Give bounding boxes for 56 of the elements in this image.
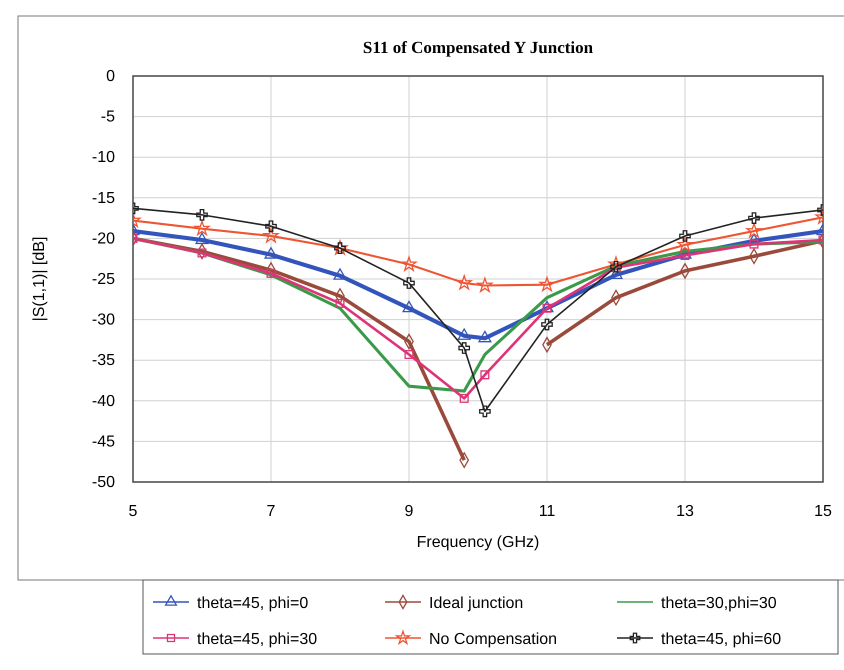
point [458, 342, 470, 354]
x-axis-title: Frequency (GHz) [416, 534, 540, 551]
chart-title: S11 of Compensated Y Junction [362, 38, 594, 57]
point [677, 236, 693, 252]
point [480, 370, 490, 380]
point [402, 300, 416, 312]
y-tick-label: -20 [92, 230, 116, 248]
point [266, 268, 276, 278]
point [748, 212, 760, 224]
x-tick-label: 9 [404, 503, 414, 520]
point [403, 277, 415, 289]
point [541, 318, 553, 330]
legend-label: theta=45, phi=30 [197, 631, 318, 648]
point [479, 406, 491, 418]
point [477, 278, 493, 292]
point [678, 247, 692, 259]
point [263, 228, 279, 243]
y-tick-label: -10 [92, 149, 116, 166]
x-tick-label: 7 [266, 503, 276, 520]
point [196, 209, 208, 221]
legend-label: theta=30,phi=30 [661, 595, 777, 612]
y-tick-label: -50 [92, 474, 116, 491]
point [265, 220, 277, 232]
y-axis-title: |S(1,1)| [dB] [31, 236, 48, 322]
point [460, 394, 469, 403]
point [456, 275, 472, 290]
point [608, 256, 624, 271]
y-tick-label: -5 [100, 108, 116, 126]
point [195, 232, 209, 244]
y-tick-label: 0 [106, 68, 116, 85]
point [542, 304, 552, 313]
x-tick-label: 13 [676, 503, 694, 520]
point [679, 230, 691, 242]
y-tick-label: -15 [92, 190, 116, 207]
point [749, 240, 759, 249]
point [194, 220, 210, 236]
x-tick-label: 11 [538, 503, 556, 520]
point [401, 256, 417, 271]
legend-label: No Compensation [429, 631, 558, 648]
y-tick-label: -25 [92, 271, 116, 288]
legend-label: Ideal junction [429, 595, 524, 612]
y-tick-label: -30 [92, 312, 116, 329]
y-tick-label: -35 [92, 352, 116, 370]
point [539, 276, 555, 292]
legend-label: theta=45, phi=60 [661, 631, 782, 648]
y-tick-label: -45 [92, 433, 116, 450]
y-tick-label: -40 [92, 392, 116, 410]
point [404, 350, 414, 360]
point [335, 298, 345, 308]
point [197, 248, 207, 258]
legend-label: theta=45, phi=0 [197, 595, 308, 612]
point [264, 247, 278, 259]
x-tick-label: 5 [128, 503, 138, 520]
point [746, 223, 762, 238]
point [333, 268, 347, 280]
x-tick-label: 15 [814, 503, 832, 520]
